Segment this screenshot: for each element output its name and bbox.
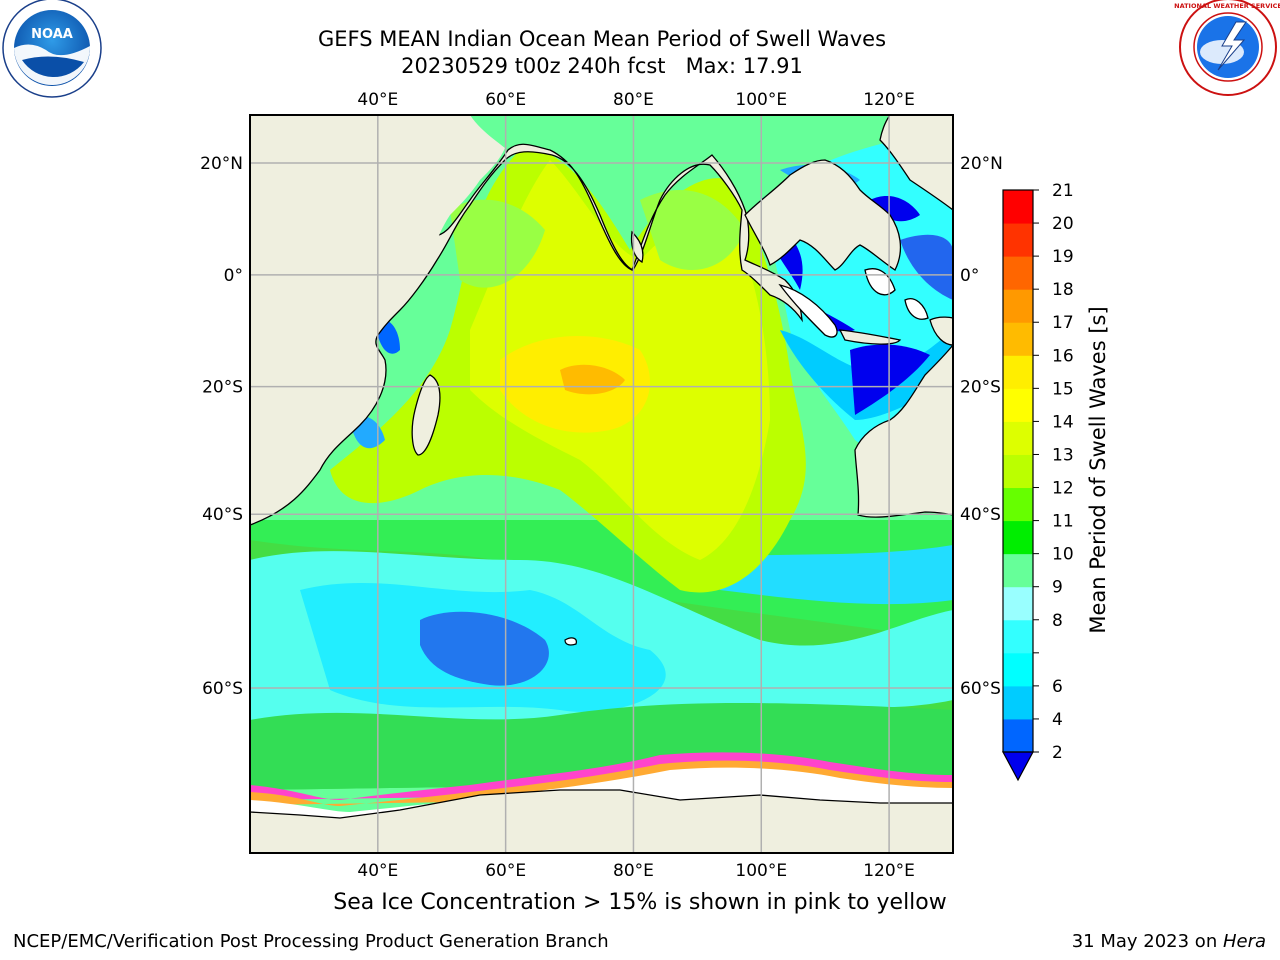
noaa-logo-text: NOAA <box>31 27 73 42</box>
colorbar-tick-label: 12 <box>1052 479 1074 499</box>
lon-tick-label-top: 120°E <box>863 90 915 110</box>
colorbar-tick-label: 10 <box>1052 545 1074 565</box>
lon-tick-label-bottom: 100°E <box>735 861 787 881</box>
nws-logo-text: NATIONAL WEATHER SERVICE <box>1174 2 1280 10</box>
colorbar-tick-label: 15 <box>1052 379 1074 399</box>
lon-tick-label-top: 40°E <box>357 90 398 110</box>
noaa-logo: NOAA <box>2 0 102 98</box>
colorbar-segment <box>1003 652 1033 687</box>
colorbar-segment <box>1003 520 1033 555</box>
colorbar-segment <box>1003 223 1033 257</box>
map-frame <box>249 114 954 854</box>
footer-credit: NCEP/EMC/Verification Post Processing Pr… <box>13 931 609 952</box>
colorbar-tick-label: 14 <box>1052 412 1074 432</box>
colorbar-segment <box>1003 256 1033 290</box>
colorbar-tick-label: 13 <box>1052 445 1074 465</box>
lon-tick-label-bottom: 120°E <box>863 861 915 881</box>
colorbar-segment <box>1003 586 1033 621</box>
footer-host: Hera <box>1222 931 1266 952</box>
colorbar-tick-label: 9 <box>1052 578 1063 598</box>
chart-subtitle: 20230529 t00z 240h fcst Max: 17.91 <box>401 54 803 78</box>
map-grid <box>250 115 953 853</box>
footer-date-text: 31 May 2023 on <box>1071 931 1223 952</box>
lat-tick-label-right: 40°S <box>960 505 1001 525</box>
colorbar-tick-label: 11 <box>1052 512 1074 532</box>
nws-logo: NATIONAL WEATHER SERVICE <box>1174 0 1280 96</box>
swell-period-field <box>250 115 953 853</box>
axis-labels: 40°E 40°E 60°E 60°E 80°E 80°E 100°E 100°E 120°E 1… <box>200 90 1003 881</box>
lat-tick-label-left: 20°S <box>202 378 243 398</box>
colorbar-segment <box>1003 619 1033 654</box>
colorbar-title: Mean Period of Swell Waves [s] <box>1086 306 1110 633</box>
colorbar-segment <box>1003 718 1033 753</box>
colorbar-segment <box>1003 454 1033 489</box>
lon-tick-label-bottom: 80°E <box>613 861 654 881</box>
colorbar-segment <box>1003 190 1033 224</box>
lon-tick-label-top: 60°E <box>485 90 526 110</box>
colorbar-segment <box>1003 421 1033 455</box>
colorbar-tick-label: 8 <box>1052 611 1063 631</box>
sea-ice-note: Sea Ice Concentration > 15% is shown in … <box>333 890 947 915</box>
colorbar-segment <box>1003 388 1033 422</box>
colorbar-tick-label: 17 <box>1052 313 1074 333</box>
colorbar-segment <box>1003 355 1033 389</box>
colorbar-segment <box>1003 289 1033 323</box>
footer-date: 31 May 2023 on Hera <box>1072 931 1266 952</box>
lat-tick-label-left: 40°S <box>202 505 243 525</box>
colorbar-segment <box>1003 322 1033 356</box>
colorbar-tick-label: 20 <box>1052 214 1074 234</box>
colorbar-frame <box>1002 189 1034 753</box>
colorbar-segment <box>1003 685 1033 720</box>
colorbar-tick-label: 19 <box>1052 247 1074 267</box>
lon-tick-label-top: 80°E <box>613 90 654 110</box>
colorbar-tick-label: 21 <box>1052 181 1074 201</box>
lat-tick-label-left: 60°S <box>202 679 243 699</box>
lat-tick-label-right: 20°S <box>960 378 1001 398</box>
colorbar-segment <box>1003 553 1033 588</box>
colorbar-tick-label: 16 <box>1052 346 1074 366</box>
lon-tick-label-bottom: 40°E <box>357 861 398 881</box>
lon-tick-label-bottom: 60°E <box>485 861 526 881</box>
colorbar-extend-arrow <box>1001 751 1035 782</box>
lat-tick-label-right: 0° <box>960 266 979 286</box>
colorbar-tick-label: 2 <box>1052 743 1063 763</box>
colorbar-tick-label: 6 <box>1052 677 1063 697</box>
colorbar-segment <box>1003 487 1033 522</box>
colorbar: 2 4 6 8 9 10 11 12 13 14 15 16 17 18 19 20 21 <box>1001 181 1074 782</box>
colorbar-tick-label: 4 <box>1052 710 1063 730</box>
colorbar-tick-label: 18 <box>1052 280 1074 300</box>
lat-tick-label-right: 20°N <box>960 154 1003 174</box>
chart-title: GEFS MEAN Indian Ocean Mean Period of Sw… <box>317 27 887 51</box>
lat-tick-label-left: 0° <box>224 266 243 286</box>
lat-tick-label-left: 20°N <box>200 154 243 174</box>
lon-tick-label-top: 100°E <box>735 90 787 110</box>
lat-tick-label-right: 60°S <box>960 679 1001 699</box>
